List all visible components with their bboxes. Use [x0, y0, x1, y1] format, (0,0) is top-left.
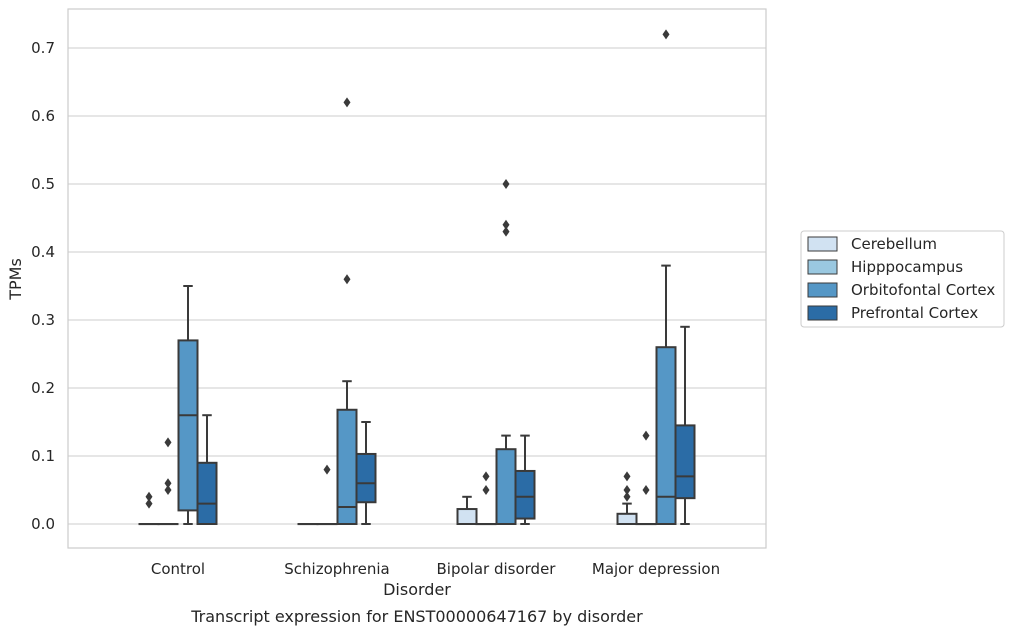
legend-label: Orbitofontal Cortex — [851, 281, 995, 299]
outlier-point — [623, 471, 631, 482]
outlier-point — [502, 179, 510, 189]
box-group — [495, 179, 517, 526]
legend: Cerebellum Hipppocampus Orbitofontal Corte… — [800, 230, 1005, 328]
outlier-point — [623, 485, 631, 495]
outlier-point — [482, 485, 490, 495]
box-prefrontal-cortex — [514, 469, 536, 520]
outlier-point — [623, 491, 631, 502]
outlier-point — [164, 485, 172, 495]
outlier-point — [145, 498, 153, 509]
outlier-point — [164, 478, 172, 489]
x-tick-label: Bipolar disorder — [437, 560, 557, 578]
y-tick-label: 0.6 — [31, 107, 55, 125]
box-prefrontal-cortex — [674, 424, 696, 500]
box-group — [316, 464, 338, 526]
legend-swatch — [807, 236, 838, 252]
outlier-point — [323, 464, 331, 475]
box-group — [138, 491, 160, 526]
box-prefrontal-cortex — [196, 461, 218, 525]
box-group — [674, 325, 696, 525]
box-group — [456, 495, 478, 526]
y-tick-label: 0.2 — [31, 379, 55, 397]
y-tick-label: 0.5 — [31, 175, 55, 193]
outlier-point — [343, 274, 351, 285]
box-group — [616, 471, 638, 525]
plot-frame — [67, 8, 767, 549]
legend-label: Hipppocampus — [851, 258, 963, 276]
box-group — [475, 471, 497, 526]
outlier-point — [145, 491, 153, 502]
x-tick-label: Control — [151, 560, 205, 578]
x-axis-label: Disorder — [383, 580, 451, 599]
outlier-point — [164, 437, 172, 448]
box-orbitofontal-cortex — [495, 448, 517, 526]
box-group — [196, 414, 218, 525]
y-tick-label: 0.4 — [31, 243, 55, 261]
box-group — [336, 97, 358, 526]
outlier-point — [642, 430, 650, 441]
y-tick-label: 0.3 — [31, 311, 55, 329]
outlier-point — [502, 219, 510, 230]
box-prefrontal-cortex — [355, 452, 377, 504]
box-cerebellum — [456, 508, 478, 526]
y-tick-label: 0.7 — [31, 39, 55, 57]
boxes-layer — [138, 29, 696, 526]
legend-swatch — [807, 282, 838, 298]
box-group — [177, 285, 199, 525]
outlier-point — [642, 485, 650, 495]
legend-swatch — [807, 259, 838, 275]
legend-label: Prefrontal Cortex — [851, 304, 978, 322]
outlier-point — [662, 29, 670, 40]
box-orbitofontal-cortex — [177, 339, 199, 512]
box-cerebellum — [616, 512, 638, 525]
box-group — [655, 29, 677, 526]
x-tick-label: Schizophrenia — [284, 560, 389, 578]
y-axis-label: TPMs — [6, 258, 25, 301]
y-tick-labels: 0.0 0.1 0.2 0.3 0.4 0.5 0.6 0.7 — [31, 39, 55, 533]
box-group — [635, 430, 657, 526]
outlier-point — [502, 226, 510, 237]
box-group — [355, 421, 377, 525]
legend-label: Cerebellum — [851, 235, 937, 253]
legend-swatch — [807, 305, 838, 321]
outlier-point — [343, 97, 351, 108]
legend-frame — [800, 230, 1005, 328]
outlier-point — [482, 471, 490, 482]
box-group — [514, 434, 536, 525]
y-tick-label: 0.1 — [31, 447, 55, 465]
x-tick-labels: Control Schizophrenia Bipolar disorder Majo… — [151, 560, 720, 578]
x-tick-label: Major depression — [592, 560, 720, 578]
chart-title: Transcript expression for ENST0000064716… — [190, 607, 643, 626]
y-tick-label: 0.0 — [31, 515, 55, 533]
box-group — [157, 437, 179, 526]
